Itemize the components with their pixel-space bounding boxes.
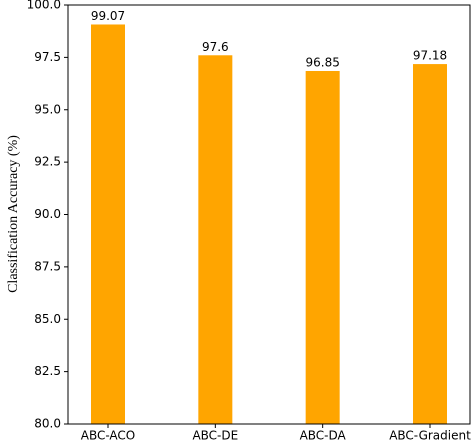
x-tick-label: ABC-ACO bbox=[81, 429, 136, 441]
y-tick-label: 90.0 bbox=[34, 207, 61, 221]
y-axis-label: Classification Accuracy (%) bbox=[6, 135, 21, 293]
value-label: 97.6 bbox=[202, 40, 229, 54]
y-tick-label: 82.5 bbox=[34, 364, 61, 378]
x-tick-label: ABC-DA bbox=[300, 429, 347, 441]
y-tick-label: 87.5 bbox=[34, 259, 61, 273]
y-tick-label: 92.5 bbox=[34, 155, 61, 169]
plot-frame bbox=[67, 4, 471, 425]
y-tick-label: 100.0 bbox=[27, 0, 61, 12]
value-label: 96.85 bbox=[305, 55, 339, 69]
y-tick-label: 80.0 bbox=[34, 417, 61, 431]
x-tick-label: ABC-Gradient bbox=[389, 429, 471, 441]
value-label: 99.07 bbox=[91, 9, 125, 23]
x-tick-label: ABC-DE bbox=[192, 429, 238, 441]
y-tick-label: 97.5 bbox=[34, 50, 61, 64]
bar bbox=[91, 24, 125, 425]
value-label: 97.18 bbox=[413, 49, 447, 63]
bar bbox=[198, 55, 233, 424]
y-tick-label: 85.0 bbox=[34, 312, 61, 326]
y-tick-label: 95.0 bbox=[34, 102, 61, 116]
bar bbox=[413, 64, 447, 424]
bar bbox=[305, 70, 340, 425]
